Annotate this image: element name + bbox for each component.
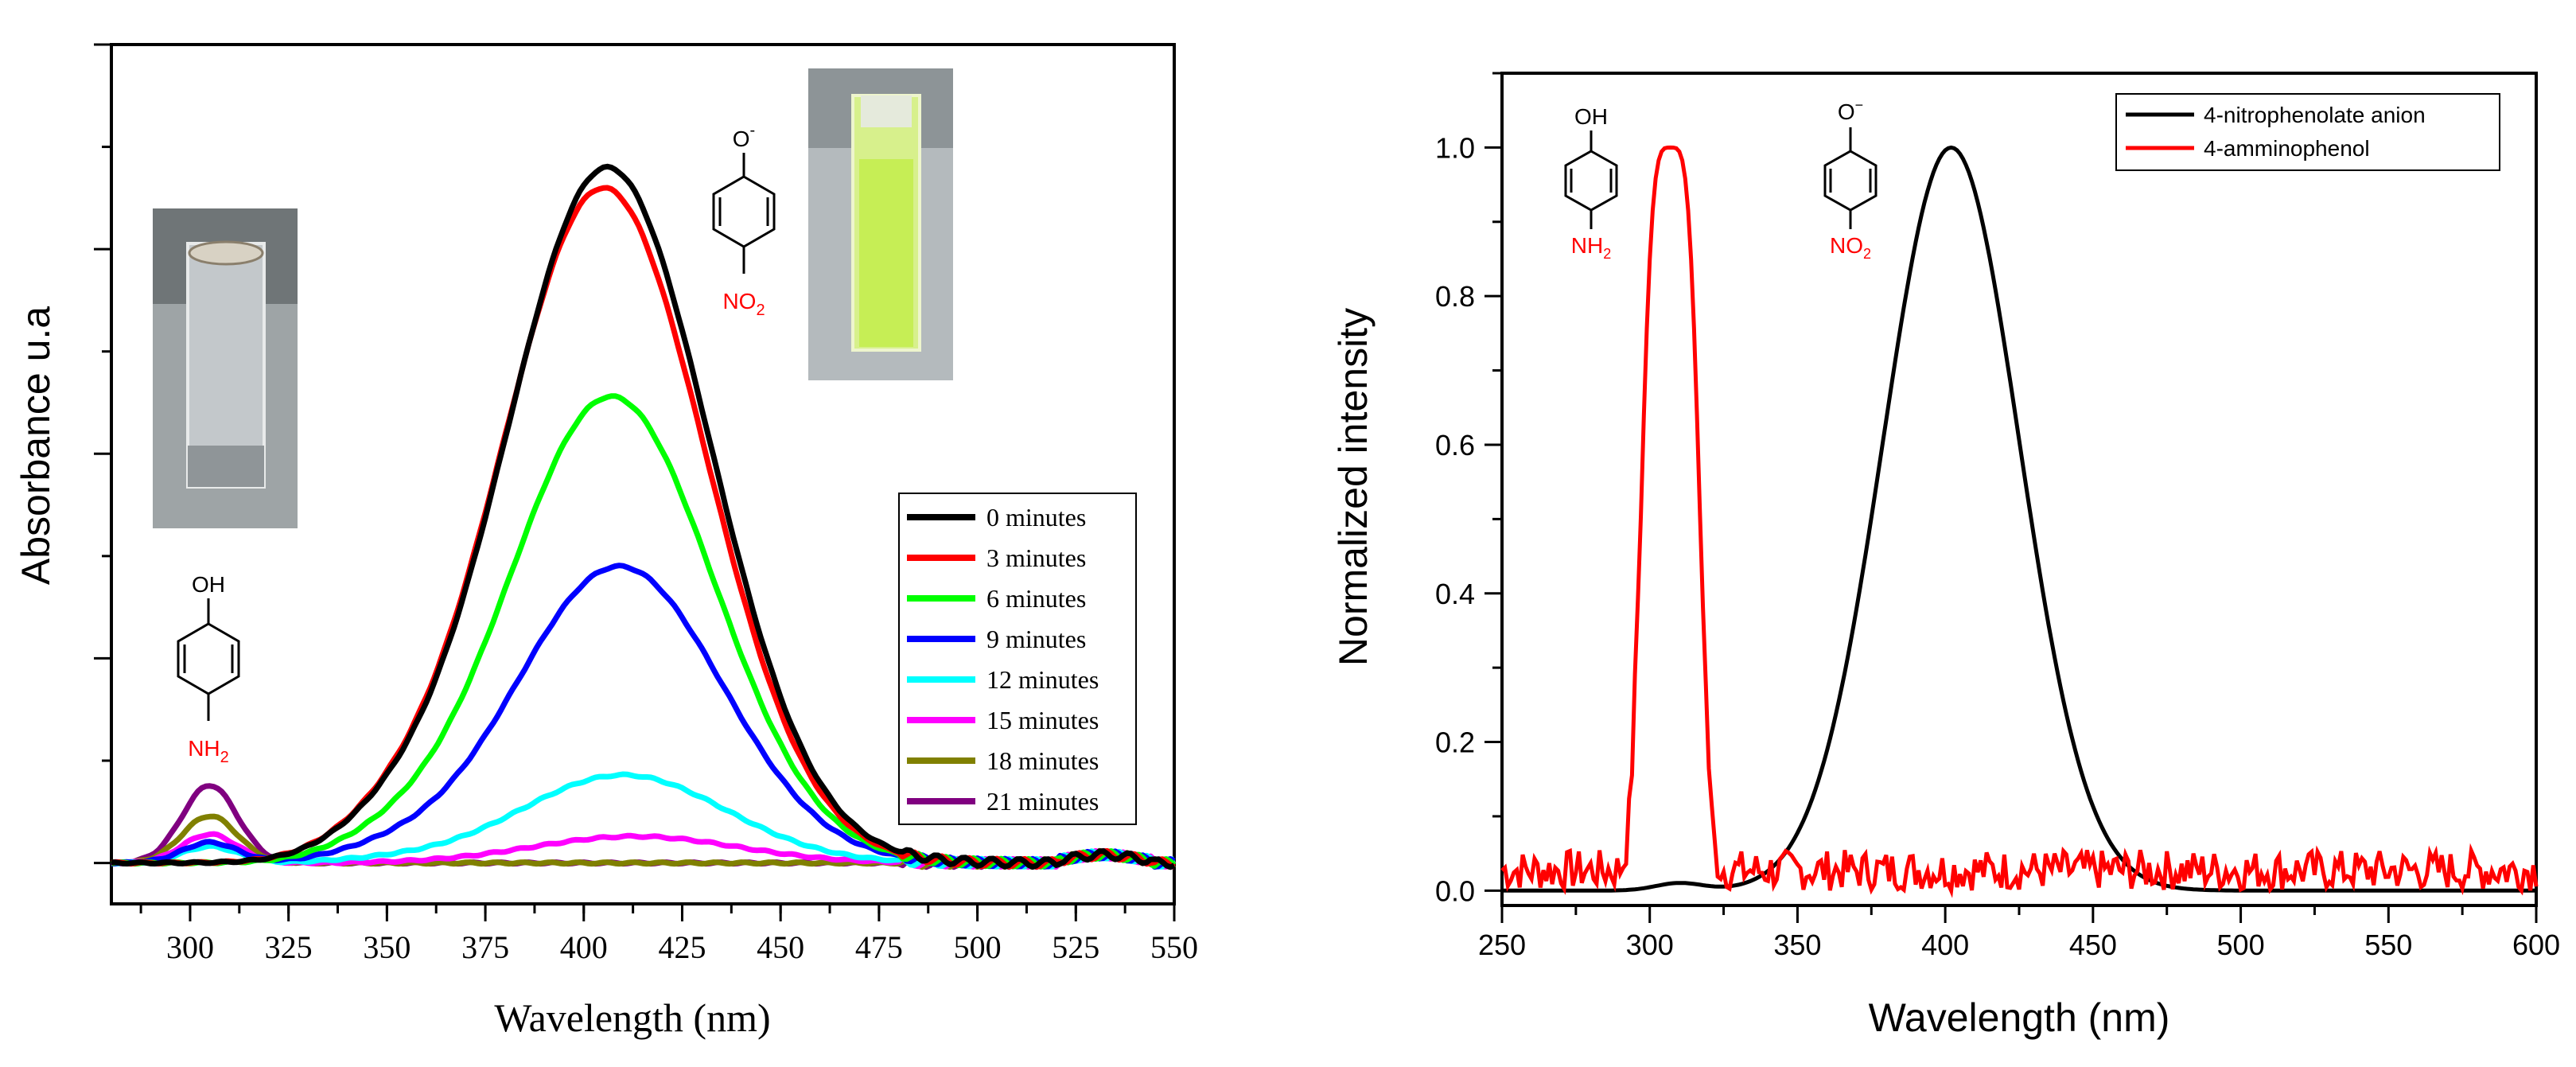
right-x-ticks: 250 300 350 400 450 500 550 600: [1478, 905, 2560, 961]
left-legend-label: 21 minutes: [986, 787, 1099, 816]
right-x-tick-label: 500: [2217, 929, 2265, 961]
amino-bottom-label: NH2: [188, 736, 229, 766]
right-y-tick-label: 0.4: [1435, 578, 1475, 610]
left-x-ticks: 300 325 350 375 400 425 450 475 500 525 550: [139, 904, 1198, 965]
right-plot-frame: [1500, 72, 2538, 907]
right-nitro-top-label: O−: [1838, 97, 1863, 124]
left-chart: 300 325 350 375 400 425 450 475 500 525 550 Wavele…: [14, 43, 1198, 1040]
left-x-tick-label: 500: [954, 929, 1002, 965]
right-x-tick-label: 550: [2364, 929, 2412, 961]
left-legend-label: 0 minutes: [986, 503, 1086, 532]
right-x-tick-label: 600: [2512, 929, 2560, 961]
right-y-tick-label: 0.6: [1435, 429, 1475, 461]
cuvette-photo-clear: [153, 208, 298, 528]
right-nitrophenolate-structure: O− NO2: [1823, 97, 1878, 262]
right-y-tick-label: 0.8: [1435, 280, 1475, 313]
cuvette-photo-yellow: [808, 68, 953, 380]
right-amino-top-label: OH: [1574, 104, 1608, 129]
left-x-tick-label: 450: [757, 929, 804, 965]
left-y-ticks: [94, 43, 111, 865]
nitro-top-label: O-: [733, 122, 755, 151]
right-x-tick-label: 450: [2069, 929, 2117, 961]
right-nitro-bottom-label: NO2: [1830, 233, 1871, 262]
nitro-bottom-label: NO2: [722, 289, 765, 319]
right-series-line: [1500, 145, 2539, 898]
right-chart: 0.0 0.2 0.4 0.6 0.8 1.0 250 300 350 400 450 500 550…: [1331, 72, 2560, 1040]
left-y-axis-label: Absorbance u.a: [14, 306, 58, 585]
left-legend-label: 15 minutes: [986, 706, 1099, 734]
left-x-axis-label: Wavelength (nm): [494, 995, 770, 1040]
left-legend-label: 9 minutes: [986, 625, 1086, 653]
left-x-tick-label: 525: [1052, 929, 1099, 965]
left-x-tick-label: 325: [265, 929, 313, 965]
right-aminophenol-structure: OH NH2: [1564, 104, 1618, 262]
right-x-tick-label: 350: [1773, 929, 1821, 961]
right-series-lines: [1500, 145, 2539, 898]
right-x-tick-label: 250: [1478, 929, 1526, 961]
right-x-tick-label: 300: [1626, 929, 1674, 961]
right-legend-label: 4-nitrophenolate anion: [2204, 103, 2426, 127]
left-x-tick-label: 475: [855, 929, 903, 965]
left-x-tick-label: 550: [1150, 929, 1198, 965]
right-amino-bottom-label: NH2: [1571, 233, 1611, 262]
right-x-tick-label: 400: [1921, 929, 1969, 961]
left-series-line: [111, 163, 1176, 870]
right-legend-box: [2115, 93, 2500, 171]
left-x-tick-label: 400: [560, 929, 608, 965]
right-x-axis-label: Wavelength (nm): [1869, 995, 2170, 1040]
left-legend-label: 18 minutes: [986, 746, 1099, 775]
amino-top-label: OH: [192, 572, 225, 597]
aminophenol-structure: OH NH2: [177, 572, 240, 766]
right-y-axis-label: Normalized intensity: [1331, 308, 1376, 666]
right-y-ticks: 0.0 0.2 0.4 0.6 0.8 1.0: [1435, 72, 1502, 907]
nitrophenolate-structure: O- NO2: [712, 122, 776, 319]
left-legend-box: [898, 493, 1137, 825]
left-x-tick-label: 350: [363, 929, 411, 965]
left-legend-label: 6 minutes: [986, 584, 1086, 613]
left-x-tick-label: 375: [461, 929, 509, 965]
right-y-tick-label: 1.0: [1435, 131, 1475, 164]
left-x-tick-label: 425: [658, 929, 706, 965]
right-legend-label: 4-amminophenol: [2204, 136, 2370, 161]
left-x-tick-label: 300: [166, 929, 214, 965]
left-legend-label: 3 minutes: [986, 543, 1086, 572]
right-series-line: [1502, 145, 2536, 893]
left-legend: 0 minutes 3 minutes 6 minutes 9 minutes 12 m…: [898, 493, 1137, 825]
right-y-tick-label: 0.2: [1435, 726, 1475, 759]
left-legend-label: 12 minutes: [986, 665, 1099, 694]
left-plot-frame: [110, 43, 1176, 905]
right-legend: 4-nitrophenolate anion 4-amminophenol: [2115, 93, 2500, 171]
right-y-tick-label: 0.0: [1435, 874, 1475, 907]
left-series-lines: [111, 163, 1177, 870]
